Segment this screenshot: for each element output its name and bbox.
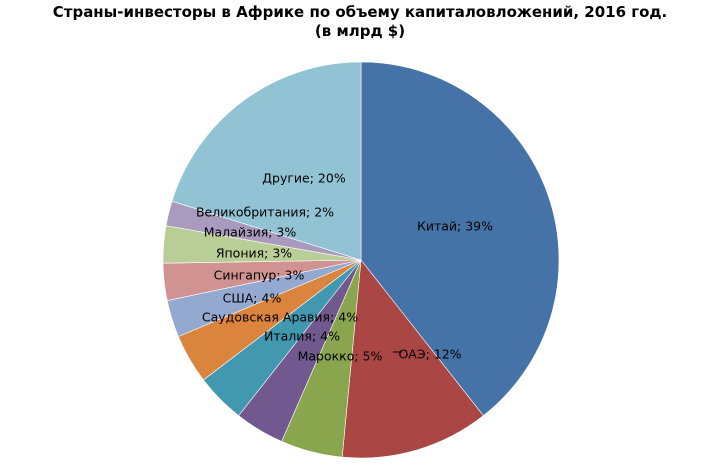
data-label-2: Марокко; 5% (298, 349, 383, 364)
chart-title-line: Страны-инвесторы в Африке по объему капи… (52, 3, 668, 21)
data-label-7: Япония; 3% (216, 246, 292, 261)
pie-slice-0 (360, 61, 560, 417)
data-labels: Китай; 39% ОАЭ; 12% Марокко; 5% Италия; 4% С… (196, 171, 493, 364)
data-label-1: ОАЭ; 12% (398, 347, 461, 362)
data-label-9: Великобритания; 2% (196, 205, 334, 220)
data-label-4: Саудовская Аравия; 4% (202, 310, 358, 325)
data-label-8: Малайзия; 3% (204, 225, 297, 240)
chart-subtitle: (в млрд $) (314, 22, 406, 40)
data-label-6: Сингапур; 3% (214, 268, 305, 283)
data-label-10: Другие; 20% (262, 171, 346, 186)
pie-slice-10 (171, 61, 362, 261)
data-label-0: Китай; 39% (417, 219, 493, 234)
data-label-3: Италия; 4% (264, 329, 340, 344)
data-label-5: США; 4% (223, 291, 282, 306)
pie-slices (162, 61, 560, 459)
chart-title: Страны-инвесторы в Африке по объему капи… (0, 3, 720, 41)
pie-slice-1 (341, 259, 484, 459)
